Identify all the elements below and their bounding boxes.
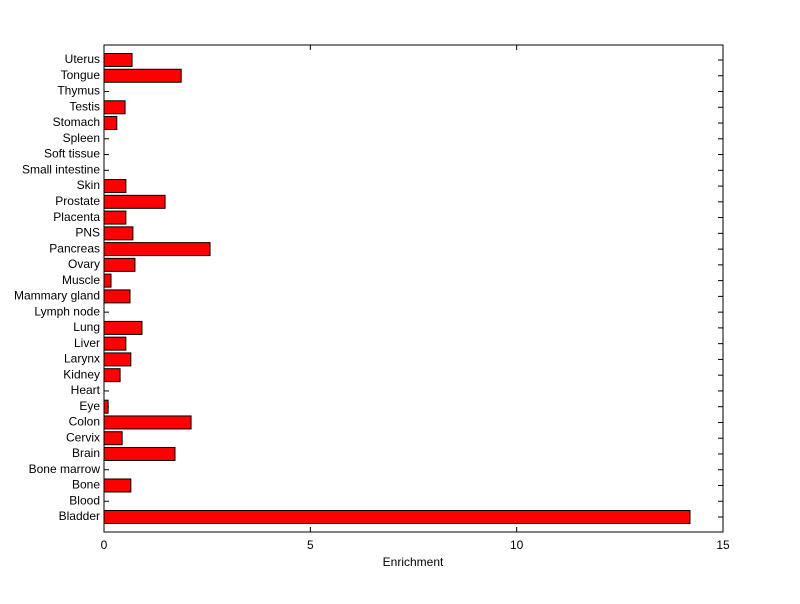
x-tick-label: 5 <box>307 538 314 552</box>
y-tick-label: Pancreas <box>49 241 100 255</box>
y-tick-label: Bladder <box>59 509 100 523</box>
y-tick-label: Prostate <box>55 194 100 208</box>
y-tick-label: Brain <box>72 446 100 460</box>
bar <box>103 352 132 367</box>
y-tick-label: Heart <box>71 383 101 397</box>
x-tick-label: 10 <box>510 538 524 552</box>
bar <box>103 273 112 288</box>
y-tick-label: Bone <box>72 478 100 492</box>
y-tick-label: Ovary <box>68 257 100 271</box>
bar <box>103 415 192 430</box>
y-tick-label: Spleen <box>63 131 100 145</box>
y-tick-label: Liver <box>74 336 100 350</box>
y-tick-label: Mammary gland <box>14 289 100 303</box>
y-tick-label: Stomach <box>53 115 100 129</box>
y-tick-label: Soft tissue <box>44 147 100 161</box>
bar <box>103 368 121 383</box>
x-tick-label: 0 <box>101 538 108 552</box>
bar <box>103 100 126 115</box>
bar <box>103 194 166 209</box>
y-tick-label: Thymus <box>57 84 100 98</box>
y-tick-label: Colon <box>69 415 100 429</box>
bar <box>103 179 127 194</box>
y-tick-label: PNS <box>75 226 100 240</box>
bar <box>103 336 127 351</box>
y-tick-label: Lymph node <box>34 304 100 318</box>
bar <box>103 510 691 524</box>
bar <box>103 242 211 257</box>
y-tick-label: Cervix <box>66 430 100 444</box>
y-tick-label: Tongue <box>61 68 101 82</box>
x-tick-label: 15 <box>716 538 730 552</box>
y-tick-label: Skin <box>77 178 100 192</box>
bar <box>103 478 132 493</box>
y-tick-label: Kidney <box>63 367 100 381</box>
bar <box>103 53 133 67</box>
y-tick-label: Small intestine <box>22 162 100 176</box>
bar <box>103 210 127 225</box>
y-tick-label: Testis <box>69 99 100 113</box>
bar <box>103 431 123 446</box>
bar <box>103 289 131 304</box>
y-tick-label: Lung <box>73 320 100 334</box>
bar <box>103 68 182 83</box>
y-tick-label: Muscle <box>62 273 100 287</box>
y-tick-label: Blood <box>69 493 100 507</box>
bar <box>103 320 143 335</box>
y-tick-label: Eye <box>79 399 100 413</box>
bar <box>103 226 134 241</box>
y-tick-label: Bone marrow <box>29 462 101 476</box>
plot-frame <box>103 44 724 533</box>
bar <box>103 399 109 414</box>
y-tick-label: Placenta <box>53 210 100 224</box>
bar <box>103 116 118 131</box>
x-axis-label: Enrichment <box>383 555 444 569</box>
bar <box>103 257 136 272</box>
bar <box>103 446 176 461</box>
y-tick-label: Larynx <box>64 352 100 366</box>
y-tick-label: Uterus <box>65 52 100 66</box>
